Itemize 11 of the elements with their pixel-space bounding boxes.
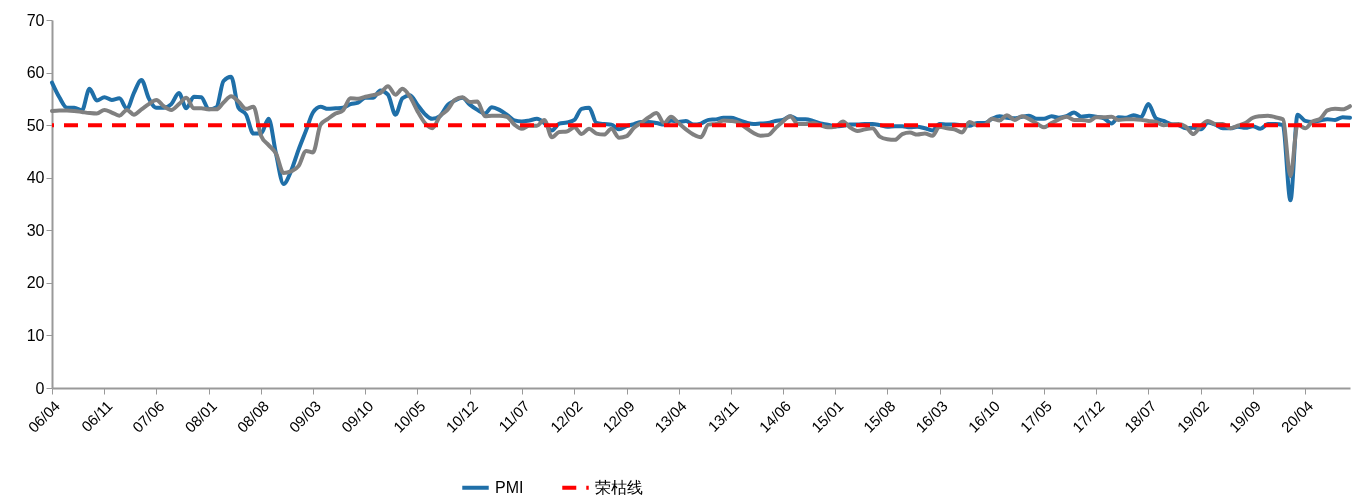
y-tick-label: 0	[35, 379, 45, 397]
y-tick-label: 50	[26, 116, 45, 134]
y-tick-label: 40	[26, 169, 45, 187]
line-series	[50, 84, 1352, 179]
y-tick-label: 30	[26, 221, 45, 239]
legend-label: 荣枯线	[595, 478, 643, 496]
y-tick-label: 60	[26, 64, 45, 82]
y-tick-label: 70	[26, 11, 45, 29]
y-tick-label: 10	[26, 326, 45, 344]
y-tick-label: 20	[26, 274, 45, 292]
legend-label: PMI	[495, 478, 524, 496]
